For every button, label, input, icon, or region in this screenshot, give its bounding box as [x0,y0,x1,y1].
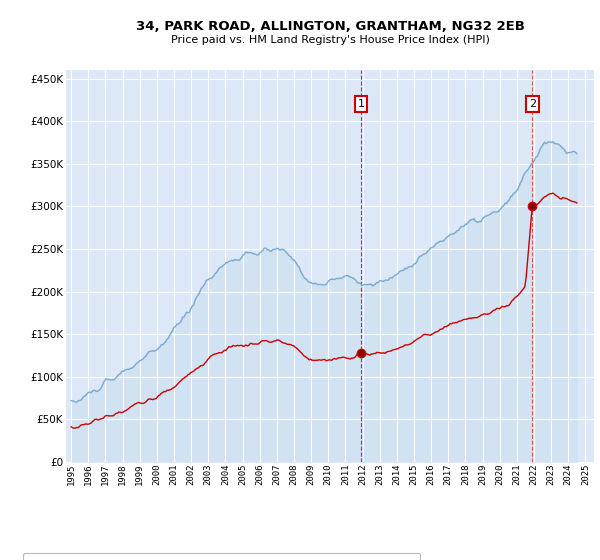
Text: 2: 2 [529,99,536,109]
Legend: 34, PARK ROAD, ALLINGTON, GRANTHAM, NG32 2EB (detached house), HPI: Average pric: 34, PARK ROAD, ALLINGTON, GRANTHAM, NG32… [23,553,420,560]
Text: Price paid vs. HM Land Registry's House Price Index (HPI): Price paid vs. HM Land Registry's House … [170,35,490,45]
Text: 34, PARK ROAD, ALLINGTON, GRANTHAM, NG32 2EB: 34, PARK ROAD, ALLINGTON, GRANTHAM, NG32… [136,20,524,32]
Text: 1: 1 [358,99,365,109]
